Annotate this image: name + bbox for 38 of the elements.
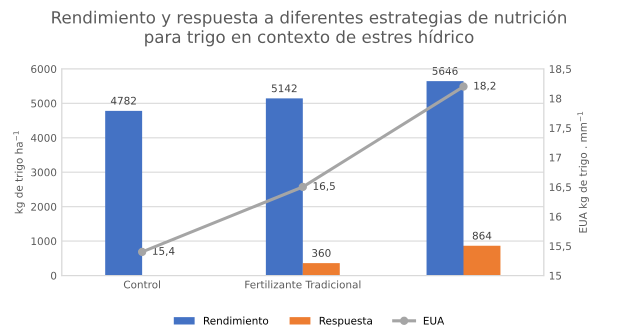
x-tick-label: Control bbox=[124, 280, 160, 288]
x-tick-label: Fertilizante Tradicional bbox=[245, 280, 360, 288]
y-tick-label: 1000 bbox=[32, 237, 56, 246]
y2-tick-label: 17 bbox=[550, 154, 562, 162]
legend-label: EUA bbox=[424, 316, 444, 325]
bar bbox=[266, 98, 303, 276]
data-label: 864 bbox=[472, 232, 492, 240]
y2-axis-title: EUA kg de trigo . mm$^{−1}$ bbox=[577, 112, 589, 232]
point bbox=[138, 248, 146, 256]
y2-tick-label: 17,5 bbox=[550, 124, 571, 134]
data-label: 360 bbox=[312, 249, 331, 257]
y-tick-label: 5000 bbox=[31, 100, 56, 108]
bar bbox=[105, 110, 142, 276]
legend-label: Rendimiento bbox=[204, 316, 268, 325]
y2-tick-label: 16 bbox=[550, 212, 562, 221]
y2-tick-label: 18 bbox=[550, 94, 562, 103]
y2-tick-label: 15,5 bbox=[550, 242, 571, 252]
bar bbox=[464, 246, 500, 276]
bar bbox=[426, 81, 464, 276]
y2-tick-label: 15 bbox=[550, 272, 562, 280]
y-tick-label: 2000 bbox=[31, 202, 56, 211]
y-tick-label: 0 bbox=[51, 272, 56, 280]
chart-title: Rendimiento y respuesta a diferentes estrategias de nutrición para trigo en contexto de estres hídrico bbox=[52, 10, 566, 46]
y-tick-label: 6000 bbox=[31, 65, 56, 73]
point bbox=[459, 82, 468, 91]
y2-tick-label: 16,5 bbox=[550, 183, 571, 192]
data-label: 5142 bbox=[272, 84, 297, 92]
data-label: 5646 bbox=[432, 67, 458, 75]
y2-tick-label: 18,5 bbox=[550, 65, 571, 74]
data-label: 16,5 bbox=[314, 182, 335, 192]
bar bbox=[302, 263, 340, 276]
data-label: 18,2 bbox=[474, 82, 496, 91]
point bbox=[298, 182, 307, 192]
y-tick-label: 4000 bbox=[30, 134, 56, 142]
data-label: 4782 bbox=[110, 96, 136, 105]
y-axis-title: kg de trigo ha$^{−1}$ bbox=[13, 131, 25, 214]
y-tick-label: 3000 bbox=[31, 168, 56, 176]
legend-label: Respuesta bbox=[320, 316, 372, 327]
